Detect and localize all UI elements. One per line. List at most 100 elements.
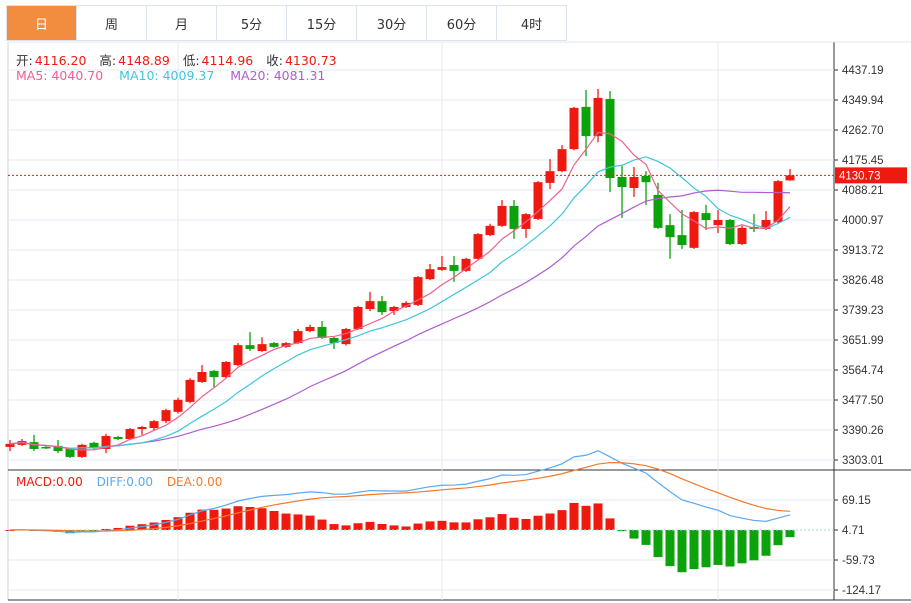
candle <box>293 328 303 345</box>
candle <box>473 233 483 261</box>
candle-body <box>317 326 327 338</box>
candle-body <box>581 106 591 137</box>
candle <box>581 90 591 157</box>
last-price-box <box>835 167 907 184</box>
macd-bar <box>521 518 531 530</box>
macd-bar <box>473 519 483 530</box>
candle-body <box>185 379 195 402</box>
price-tick-label: 4262.70 <box>842 125 884 137</box>
candle-body <box>485 225 495 236</box>
candle-body <box>17 441 27 445</box>
price-tick-label: 3390.26 <box>842 425 884 437</box>
candle-body <box>665 225 675 238</box>
candle-body <box>569 107 579 150</box>
candle-body <box>305 326 315 332</box>
macd-bar <box>485 517 495 530</box>
candle-body <box>497 205 507 226</box>
candle-body <box>509 205 519 229</box>
macd-bar <box>137 524 147 530</box>
candle-body <box>137 426 147 430</box>
tab-6[interactable]: 60分 <box>427 6 497 40</box>
candle <box>137 425 147 435</box>
candle-body <box>653 194 663 228</box>
candle <box>53 440 63 454</box>
candle <box>533 181 543 220</box>
candle <box>101 433 111 454</box>
candle <box>461 257 471 272</box>
macd-bar <box>53 530 63 532</box>
candle <box>773 180 783 224</box>
tab-3[interactable]: 5分 <box>217 6 287 40</box>
price-tick-label: 3739.23 <box>842 305 884 317</box>
macd-bar <box>149 522 159 530</box>
candle-body <box>713 219 723 226</box>
tab-4[interactable]: 15分 <box>287 6 357 40</box>
macd-bar <box>329 524 339 530</box>
candle <box>401 301 411 309</box>
candle-body <box>341 328 351 345</box>
macd-bar <box>641 530 651 545</box>
macd-bar <box>737 530 747 564</box>
dea-legend-value: DEA:0.00 <box>166 475 223 489</box>
candle <box>665 214 675 259</box>
candle-body <box>161 410 171 422</box>
candle <box>77 443 87 458</box>
macd-bar <box>665 530 675 567</box>
price-tick-label: 4175.45 <box>842 155 884 167</box>
tab-2[interactable]: 月 <box>147 6 217 40</box>
candle <box>449 256 459 282</box>
macd-bar <box>581 505 591 530</box>
candle-body <box>125 429 135 440</box>
candle-body <box>785 175 795 181</box>
candle <box>653 182 663 229</box>
tab-1[interactable]: 周 <box>77 6 147 40</box>
candle-body <box>77 444 87 457</box>
macd-legend: MACD:0.00 DIFF:0.00 DEA:0.00 <box>16 475 224 489</box>
candle-body <box>89 442 99 448</box>
candle <box>749 214 759 233</box>
candle-body <box>737 227 747 245</box>
candle-body <box>413 277 423 305</box>
macd-bar <box>41 530 51 532</box>
ma20-legend: MA20: 4081.31 <box>230 68 326 83</box>
candle <box>305 324 315 333</box>
candle-body <box>353 306 363 329</box>
macd-tick-label: -124.17 <box>842 585 881 597</box>
candle <box>317 321 327 339</box>
candle <box>197 365 207 383</box>
diff-line <box>9 450 791 534</box>
candle-body <box>197 371 207 382</box>
tab-7[interactable]: 4时 <box>497 6 567 40</box>
tab-5[interactable]: 30分 <box>357 6 427 40</box>
macd-bar <box>761 530 771 556</box>
candle <box>545 159 555 190</box>
ma20-line <box>9 189 791 449</box>
tab-0[interactable]: 日 <box>7 6 77 40</box>
macd-bar <box>497 514 507 530</box>
macd-bar <box>89 530 99 532</box>
candle-body <box>701 213 711 220</box>
macd-bar <box>305 515 315 530</box>
macd-bar <box>209 509 219 530</box>
candle-body <box>209 370 219 378</box>
candle <box>5 440 15 452</box>
candle-body <box>329 337 339 344</box>
macd-bar <box>389 525 399 530</box>
candle-body <box>473 234 483 259</box>
candle <box>233 343 243 367</box>
candle-body <box>449 265 459 271</box>
macd-bar <box>269 510 279 530</box>
close-value: 4130.73 <box>284 53 337 68</box>
candle <box>389 305 399 315</box>
candle-body <box>113 436 123 440</box>
candle-body <box>437 267 447 270</box>
price-tick-label: 3303.01 <box>842 455 884 467</box>
candle-body <box>101 435 111 449</box>
candle-body <box>29 442 39 449</box>
macd-bar <box>713 530 723 565</box>
candle-body <box>365 301 375 310</box>
candle <box>65 447 75 458</box>
macd-bar <box>125 525 135 530</box>
candle <box>125 428 135 441</box>
